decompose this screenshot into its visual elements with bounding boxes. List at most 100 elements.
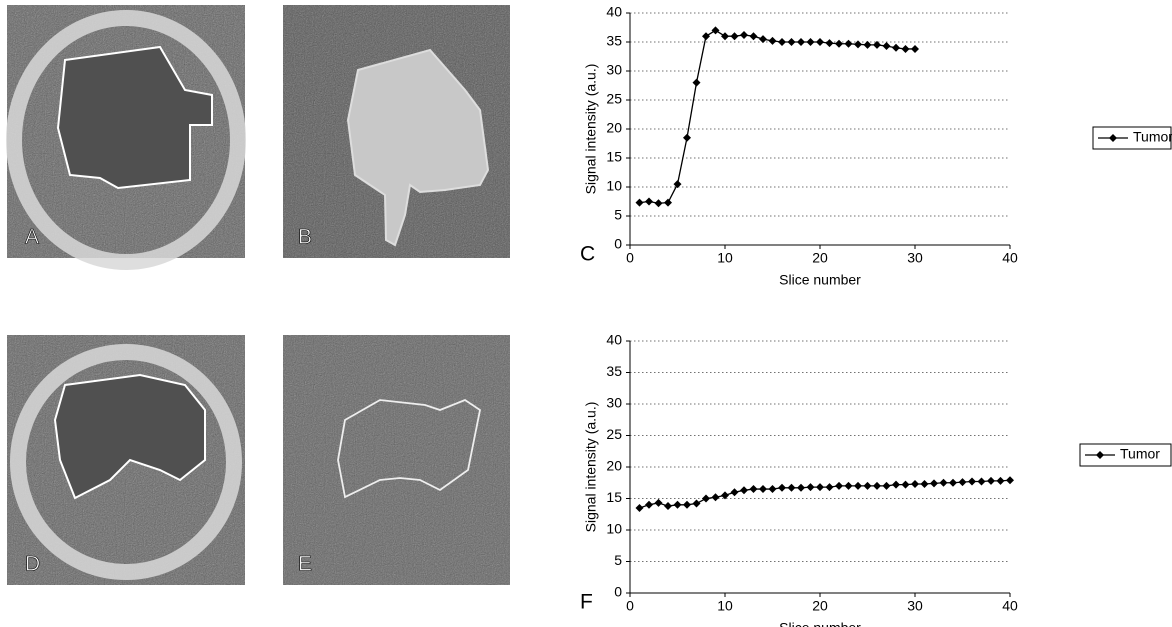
- marker: [683, 500, 691, 509]
- marker: [882, 481, 891, 490]
- marker: [759, 485, 767, 494]
- panel-label: F: [580, 591, 593, 614]
- marker: [664, 198, 672, 207]
- mri-image: E: [283, 335, 510, 585]
- y-axis-label: Signal intensity (a.u.): [583, 64, 599, 195]
- marker: [778, 38, 786, 46]
- y-tick-label: 25: [606, 91, 622, 107]
- marker: [692, 78, 701, 87]
- y-tick-label: 15: [606, 149, 622, 165]
- marker: [863, 40, 872, 49]
- mri-image: A: [6, 5, 246, 270]
- marker: [901, 480, 910, 489]
- marker: [749, 485, 758, 494]
- marker: [787, 38, 796, 46]
- legend-marker: [1109, 134, 1117, 142]
- marker: [968, 477, 976, 486]
- marker: [721, 491, 729, 500]
- marker: [863, 481, 872, 490]
- marker: [654, 199, 663, 208]
- marker: [873, 40, 881, 49]
- x-tick-label: 0: [626, 598, 634, 614]
- y-tick-label: 10: [606, 178, 622, 194]
- legend-label: Tumor: [1133, 129, 1172, 145]
- y-tick-label: 0: [614, 236, 622, 252]
- marker: [730, 32, 739, 41]
- y-tick-label: 5: [614, 207, 622, 223]
- y-tick-label: 20: [606, 120, 622, 136]
- series-line: [639, 29, 915, 204]
- marker: [635, 503, 644, 512]
- marker: [702, 494, 710, 503]
- panel-label: E: [298, 553, 312, 576]
- marker: [711, 493, 720, 502]
- marker: [939, 478, 948, 487]
- marker: [987, 476, 995, 485]
- marker: [759, 35, 767, 44]
- marker: [835, 481, 843, 490]
- x-tick-label: 10: [717, 598, 733, 614]
- x-tick-label: 30: [907, 250, 923, 266]
- y-axis-label: Signal intensity (a.u.): [583, 402, 599, 533]
- marker: [787, 483, 796, 492]
- marker: [664, 502, 672, 511]
- marker: [911, 44, 919, 53]
- x-tick-label: 10: [717, 250, 733, 266]
- marker: [854, 40, 862, 49]
- legend-label: Tumor: [1120, 446, 1160, 462]
- marker: [749, 32, 758, 41]
- marker: [768, 485, 777, 494]
- marker: [996, 476, 1005, 485]
- panel-label: A: [25, 226, 39, 249]
- marker: [892, 43, 900, 52]
- marker: [740, 31, 748, 40]
- marker: [854, 481, 862, 490]
- legend-box: [1092, 126, 1172, 150]
- x-tick-label: 40: [1002, 250, 1018, 266]
- panel-label: B: [298, 226, 312, 249]
- x-tick-label: 40: [1002, 598, 1018, 614]
- y-tick-label: 35: [606, 33, 622, 49]
- marker: [702, 32, 710, 41]
- marker: [683, 133, 691, 142]
- x-tick-label: 20: [812, 598, 828, 614]
- y-tick-label: 30: [606, 395, 622, 411]
- marker: [806, 38, 815, 46]
- marker: [692, 499, 701, 508]
- marker: [844, 39, 853, 48]
- marker: [797, 483, 805, 492]
- y-tick-label: 0: [614, 584, 622, 600]
- legend-marker: [1096, 451, 1104, 459]
- y-tick-label: 15: [606, 489, 622, 505]
- marker: [977, 477, 986, 486]
- marker: [635, 198, 644, 207]
- panel-label: D: [25, 553, 40, 576]
- marker: [911, 480, 919, 489]
- marker: [949, 478, 957, 487]
- marker: [844, 481, 853, 490]
- marker: [1006, 476, 1014, 485]
- marker: [825, 39, 834, 48]
- marker: [882, 42, 891, 51]
- legend-box: [1079, 443, 1172, 467]
- marker: [730, 488, 739, 497]
- marker: [958, 478, 967, 487]
- marker: [673, 500, 682, 509]
- marker: [645, 500, 653, 509]
- marker: [873, 481, 881, 490]
- x-axis-label: Slice number: [779, 272, 861, 288]
- marker: [654, 498, 663, 507]
- marker: [920, 480, 929, 489]
- x-tick-label: 30: [907, 598, 923, 614]
- panel-label: C: [580, 243, 595, 266]
- y-tick-label: 40: [606, 332, 622, 348]
- marker: [892, 480, 900, 489]
- mri-image: D: [7, 335, 245, 585]
- marker: [645, 197, 653, 206]
- y-tick-label: 10: [606, 521, 622, 537]
- x-tick-label: 20: [812, 250, 828, 266]
- y-tick-label: 20: [606, 458, 622, 474]
- marker: [768, 36, 777, 45]
- marker: [835, 39, 843, 48]
